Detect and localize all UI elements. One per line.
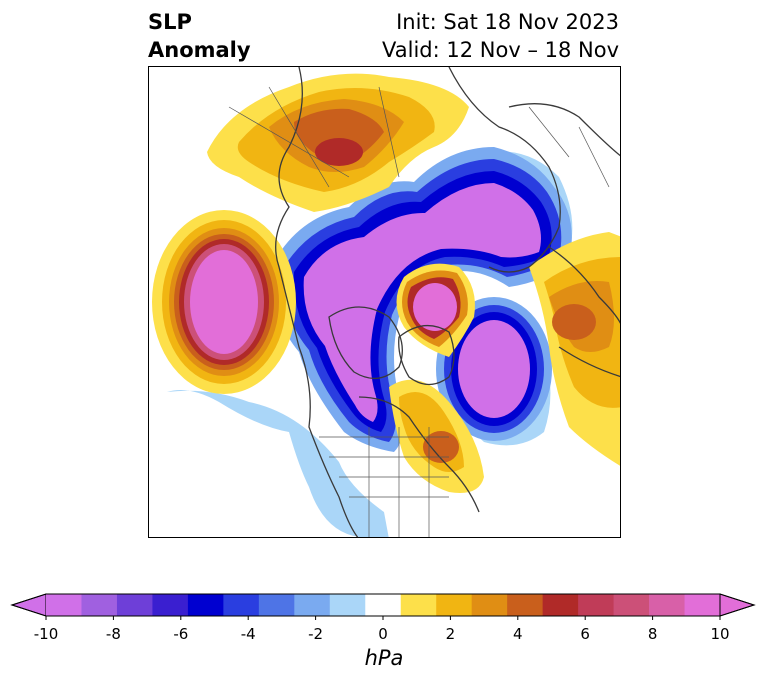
colorbar-segment [258, 594, 295, 616]
colorbar-tick-label: -10 [33, 625, 59, 643]
colorbar-segment [507, 594, 544, 616]
colorbar-svg [10, 593, 756, 620]
colorbar-segment [46, 594, 82, 616]
map-title-right: Init: Sat 18 Nov 2023 Valid: 12 Nov – 18… [382, 8, 619, 64]
colorbar-segment [400, 594, 437, 616]
colorbar-tick-label: 10 [710, 625, 730, 643]
init-time-label: Init: Sat 18 Nov 2023 [396, 10, 619, 34]
anomaly-negative-atlantic [436, 297, 552, 441]
colorbar-segment [365, 594, 402, 616]
colorbar-tick-label: -4 [240, 625, 256, 643]
coastlines [275, 67, 620, 537]
colorbar-tick-label: 6 [580, 625, 590, 643]
colorbar-tick-label: 2 [445, 625, 456, 643]
map-panel [148, 66, 621, 538]
title-variable: SLP [148, 10, 192, 34]
colorbar-segment [116, 594, 153, 616]
colorbar-segment [578, 594, 615, 616]
anomaly-positive-greenland [396, 263, 475, 357]
colorbar-tick-label: -6 [173, 625, 189, 643]
map-title-left: SLP Anomaly [148, 8, 251, 64]
colorbar-tick-label: 0 [378, 625, 388, 643]
anomaly-positive-europe [529, 232, 620, 466]
country-borders [228, 86, 610, 537]
anomaly-positive-siberia [207, 73, 469, 213]
anomaly-positive-east-america [389, 379, 484, 493]
colorbar-segment [684, 594, 721, 616]
colorbar-segment [294, 594, 331, 616]
colorbar-segment [649, 594, 686, 616]
colorbar-segment [329, 594, 366, 616]
colorbar-extend-min [10, 593, 47, 617]
colorbar-unit-label: hPa [364, 646, 404, 670]
colorbar-segment [471, 594, 508, 616]
valid-period-label: Valid: 12 Nov – 18 Nov [382, 38, 619, 62]
colorbar-segment [152, 594, 189, 616]
colorbar-segment [223, 594, 260, 616]
colorbar [10, 590, 756, 628]
colorbar-segment [81, 594, 118, 616]
colorbar-extend-max [719, 593, 756, 617]
slp-anomaly-map [152, 67, 620, 537]
colorbar-segment [436, 594, 473, 616]
title-variable-type: Anomaly [148, 38, 251, 62]
colorbar-segment [187, 594, 224, 616]
colorbar-segment [613, 594, 650, 616]
colorbar-tick-label: -8 [105, 625, 121, 643]
anomaly-positive-pacific [152, 210, 296, 394]
colorbar-segment [542, 594, 579, 616]
colorbar-tick-label: -2 [308, 625, 324, 643]
colorbar-tick-label: 4 [513, 625, 523, 643]
colorbar-tick-label: 8 [647, 625, 658, 643]
